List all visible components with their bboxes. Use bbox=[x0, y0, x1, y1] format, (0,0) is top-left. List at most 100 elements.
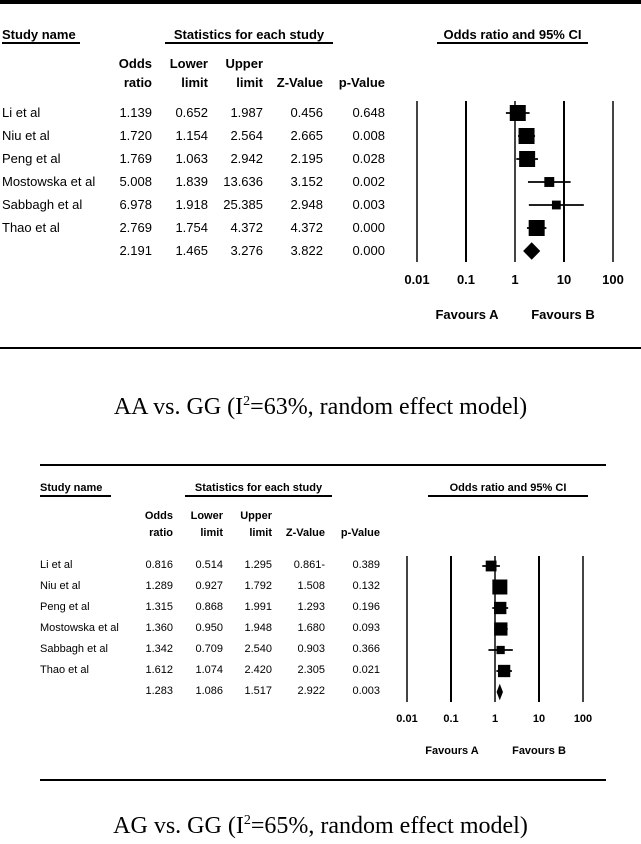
upper-limit-cell: 2.540 bbox=[244, 643, 272, 656]
summary-diamond bbox=[523, 242, 541, 260]
caption-pre: AA vs. GG (I bbox=[113, 394, 244, 420]
point-estimate-box bbox=[544, 177, 555, 187]
lower-limit-cell: 0.652 bbox=[175, 105, 208, 121]
upper-limit-cell: 2.942 bbox=[230, 151, 263, 167]
odds-ratio-cell: 5.008 bbox=[119, 174, 152, 190]
p-value-cell: 0.003 bbox=[352, 685, 380, 698]
study-name: Peng et al bbox=[40, 601, 90, 614]
upper-limit-cell: 2.564 bbox=[230, 128, 263, 144]
z-value-cell: 0.861- bbox=[293, 559, 325, 572]
x-tick-label: 0.1 bbox=[456, 272, 476, 287]
odds-ratio-cell: 2.191 bbox=[119, 243, 152, 259]
upper-limit-cell: 25.385 bbox=[223, 197, 263, 213]
upper-limit-cell: 4.372 bbox=[230, 220, 263, 236]
favours-a-label: Favours A bbox=[425, 745, 479, 757]
p-value-cell: 0.000 bbox=[352, 243, 385, 259]
lower-limit-cell: 1.918 bbox=[175, 197, 208, 213]
study-name: Mostowska et al bbox=[2, 174, 96, 190]
study-name: Niu et al bbox=[2, 128, 50, 144]
odds-ratio-cell: 1.360 bbox=[145, 622, 173, 635]
lower-limit-cell: 0.709 bbox=[195, 643, 223, 656]
p-value-cell: 0.366 bbox=[352, 643, 380, 656]
study-name: Li et al bbox=[2, 105, 41, 121]
study-name: Thao et al bbox=[40, 664, 89, 677]
lower-limit-cell: 1.154 bbox=[175, 128, 208, 144]
lower-limit-cell: 0.927 bbox=[195, 580, 223, 593]
column-header-upper-limit: Upper bbox=[240, 510, 272, 522]
upper-limit-cell: 3.276 bbox=[230, 243, 263, 259]
p-value-cell: 0.648 bbox=[352, 105, 385, 121]
divider-line bbox=[0, 347, 641, 349]
column-header-odds-ratio: Odds bbox=[118, 56, 152, 71]
figure-caption: AG vs. GG (I2=65%, random effect model) bbox=[0, 813, 641, 840]
p-value-cell: 0.000 bbox=[352, 220, 385, 236]
lower-limit-cell: 0.868 bbox=[195, 601, 223, 614]
x-tick-label: 0.01 bbox=[404, 272, 430, 287]
upper-limit-cell: 1.792 bbox=[244, 580, 272, 593]
x-tick-label: 10 bbox=[532, 713, 546, 725]
p-value-cell: 0.196 bbox=[352, 601, 380, 614]
odds-ratio-cell: 1.315 bbox=[145, 601, 173, 614]
odds-ratio-cell: 1.283 bbox=[145, 685, 173, 698]
header-underline bbox=[428, 495, 588, 497]
odds-ratio-cell: 1.612 bbox=[145, 664, 173, 677]
point-estimate-box bbox=[485, 560, 497, 572]
p-value-cell: 0.093 bbox=[352, 622, 380, 635]
lower-limit-cell: 1.465 bbox=[175, 243, 208, 259]
z-value-cell: 2.305 bbox=[297, 664, 325, 677]
lower-limit-cell: 0.514 bbox=[195, 559, 223, 572]
z-value-cell: 2.922 bbox=[297, 685, 325, 698]
study-name: Niu et al bbox=[40, 580, 81, 593]
lower-limit-cell: 1.063 bbox=[175, 151, 208, 167]
summary-diamond bbox=[496, 683, 503, 701]
study-name: Sabbagh et al bbox=[40, 643, 108, 656]
divider-line bbox=[0, 0, 641, 4]
column-header-upper-limit: limit bbox=[249, 527, 272, 539]
study-name-header: Study name bbox=[40, 482, 103, 494]
header-underline bbox=[185, 495, 332, 497]
p-value-cell: 0.008 bbox=[352, 128, 385, 144]
column-header-odds-ratio: ratio bbox=[149, 527, 173, 539]
header-underline bbox=[2, 42, 80, 44]
study-name: Sabbagh et al bbox=[2, 197, 83, 213]
lower-limit-cell: 1.839 bbox=[175, 174, 208, 190]
caption-post: =63%, random effect model) bbox=[250, 394, 528, 420]
z-value-cell: 1.293 bbox=[297, 601, 325, 614]
p-value-cell: 0.389 bbox=[352, 559, 380, 572]
lower-limit-cell: 1.086 bbox=[195, 685, 223, 698]
point-estimate-box bbox=[518, 128, 535, 144]
lower-limit-cell: 0.950 bbox=[195, 622, 223, 635]
figure-caption: AA vs. GG (I2=63%, random effect model) bbox=[0, 394, 641, 421]
column-header-p-value: p-Value bbox=[340, 527, 380, 539]
z-value-cell: 1.508 bbox=[297, 580, 325, 593]
z-value-cell: 3.822 bbox=[290, 243, 323, 259]
caption-sup: 2 bbox=[243, 394, 251, 409]
x-tick-label: 100 bbox=[573, 713, 593, 725]
x-tick-label: 1 bbox=[491, 713, 499, 725]
point-estimate-box bbox=[551, 200, 561, 210]
study-name: Li et al bbox=[40, 559, 73, 572]
point-estimate-box bbox=[528, 220, 545, 236]
odds-ratio-cell: 0.816 bbox=[145, 559, 173, 572]
study-name: Mostowska et al bbox=[40, 622, 119, 635]
column-header-lower-limit: limit bbox=[200, 527, 223, 539]
z-value-cell: 2.665 bbox=[290, 128, 323, 144]
header-underline bbox=[40, 495, 111, 497]
column-header-lower-limit: Lower bbox=[169, 56, 208, 71]
point-estimate-box bbox=[519, 151, 536, 167]
odds-ratio-cell: 1.342 bbox=[145, 643, 173, 656]
p-value-cell: 0.021 bbox=[352, 664, 380, 677]
z-value-cell: 1.680 bbox=[297, 622, 325, 635]
divider-line bbox=[40, 464, 606, 466]
plot-title: Odds ratio and 95% CI bbox=[443, 27, 582, 42]
point-estimate-box bbox=[492, 579, 508, 595]
plot-title: Odds ratio and 95% CI bbox=[449, 482, 567, 494]
point-estimate-box bbox=[509, 105, 526, 121]
odds-ratio-cell: 2.769 bbox=[119, 220, 152, 236]
stats-group-header: Statistics for each study bbox=[173, 27, 325, 42]
column-header-lower-limit: limit bbox=[181, 75, 208, 90]
upper-limit-cell: 1.295 bbox=[244, 559, 272, 572]
p-value-cell: 0.132 bbox=[352, 580, 380, 593]
z-value-cell: 2.948 bbox=[290, 197, 323, 213]
